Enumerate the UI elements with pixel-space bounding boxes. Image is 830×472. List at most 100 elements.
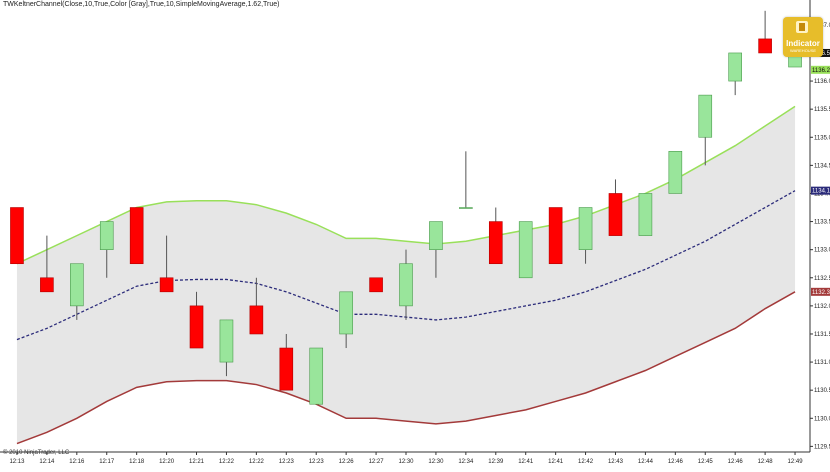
upper-band-line (16, 105, 796, 265)
candle (668, 151, 683, 194)
candle (189, 291, 204, 349)
time-tick-label: 12:44 (638, 459, 654, 465)
candle (429, 221, 443, 278)
price-marker-box (811, 287, 830, 296)
price-tick-label: 1132.0 (814, 304, 830, 310)
price-tick-label: 1133.0 (814, 248, 830, 254)
candle (339, 291, 353, 349)
logo-icon (796, 21, 808, 33)
candle (638, 193, 653, 236)
bull-candle-body (728, 52, 742, 82)
bull-candle-body (70, 263, 84, 307)
price-tick-label: 1134.5 (814, 163, 830, 169)
bear-candle-body (548, 207, 563, 265)
bear-candle-body (159, 277, 174, 293)
price-tick-label: 1135.5 (814, 107, 830, 113)
candle (129, 207, 144, 265)
bull-candle-body (578, 207, 593, 250)
bull-candle-body (429, 221, 443, 250)
candle (309, 347, 324, 405)
time-tick-label: 12:30 (398, 459, 414, 465)
time-tick-label: 12:27 (369, 459, 385, 465)
time-tick-label: 12:39 (488, 459, 504, 465)
price-tick-label: 1131.5 (814, 332, 830, 338)
bull-candle-body (309, 347, 324, 405)
bull-candle-body (518, 221, 533, 279)
candle (159, 235, 174, 293)
price-tick-label: 1133.5 (814, 220, 830, 226)
price-tick-label: 1131.0 (814, 360, 830, 366)
bear-candle-body (129, 207, 144, 265)
time-tick-label: 12:21 (189, 459, 205, 465)
logo-text-line2: WAREHOUSE (789, 48, 817, 53)
price-marker: 1132.3 (811, 287, 830, 296)
bull-candle-body (399, 263, 413, 307)
candle (758, 10, 772, 54)
candle (99, 221, 114, 278)
time-tick-label: 12:45 (698, 459, 714, 465)
candle (399, 249, 413, 320)
time-tick-label: 12:41 (518, 459, 534, 465)
price-marker-label: 1134.1 (812, 189, 830, 195)
logo-text-line1: Indicator (786, 39, 820, 48)
bear-candle-body (369, 277, 383, 293)
price-tick-label: 1136.0 (814, 79, 830, 85)
time-tick-label: 12:23 (309, 459, 325, 465)
time-tick-label: 12:18 (129, 459, 145, 465)
time-tick-label: 12:34 (458, 459, 474, 465)
price-marker: 1134.1 (811, 186, 830, 195)
candle (40, 235, 54, 293)
bear-candle-body (40, 277, 54, 293)
price-marker-label: 1136.2 (812, 68, 830, 74)
candle (488, 207, 503, 265)
candle (70, 263, 84, 320)
bear-candle-body (10, 207, 24, 265)
candle (219, 319, 234, 377)
bull-candle-body (339, 291, 353, 335)
bull-candle-body (99, 221, 114, 250)
time-tick-label: 12:48 (758, 459, 774, 465)
bull-candle-body (219, 319, 234, 363)
candle (728, 52, 742, 96)
price-tick-label: 1130.0 (814, 416, 830, 422)
bear-candle-body (488, 221, 503, 265)
time-tick-label: 12:17 (99, 459, 115, 465)
time-tick-label: 12:46 (668, 459, 684, 465)
time-tick-label: 12:16 (69, 459, 85, 465)
bear-candle-body (249, 305, 264, 335)
bear-candle-body (189, 305, 204, 349)
time-tick-label: 12:14 (39, 459, 55, 465)
price-tick-label: 1132.5 (814, 276, 830, 282)
time-tick-label: 12:22 (249, 459, 265, 465)
candle (548, 207, 563, 265)
price-marker-label: 1132.3 (812, 290, 830, 296)
bull-candle-body (638, 193, 653, 236)
candle (249, 277, 264, 335)
price-tick-label: 1135.0 (814, 135, 830, 141)
time-tick-label: 12:42 (578, 459, 594, 465)
time-tick-label: 12:23 (279, 459, 295, 465)
candle (698, 94, 713, 166)
time-tick-label: 12:43 (608, 459, 624, 465)
indicator-label: TWKeltnerChannel(Close,10,True,Color [Gr… (3, 1, 280, 8)
price-marker-box (811, 186, 830, 195)
time-tick-label: 12:13 (9, 459, 25, 465)
lower-band-line (16, 291, 796, 445)
price-tick-label: 1130.5 (814, 388, 830, 394)
time-tick-label: 12:20 (159, 459, 175, 465)
time-tick-label: 12:30 (428, 459, 444, 465)
bull-candle-body (668, 151, 683, 194)
candle (10, 207, 24, 265)
bull-candle-body (459, 207, 473, 209)
candle (518, 221, 533, 279)
candle (369, 277, 383, 293)
time-tick-label: 12:49 (788, 459, 804, 465)
price-tick-label: 1129.5 (814, 444, 830, 450)
time-tick-label: 12:22 (219, 459, 235, 465)
bull-candle-body (698, 94, 713, 138)
candle (459, 151, 473, 209)
candle (578, 207, 593, 264)
bear-candle-body (608, 193, 623, 236)
